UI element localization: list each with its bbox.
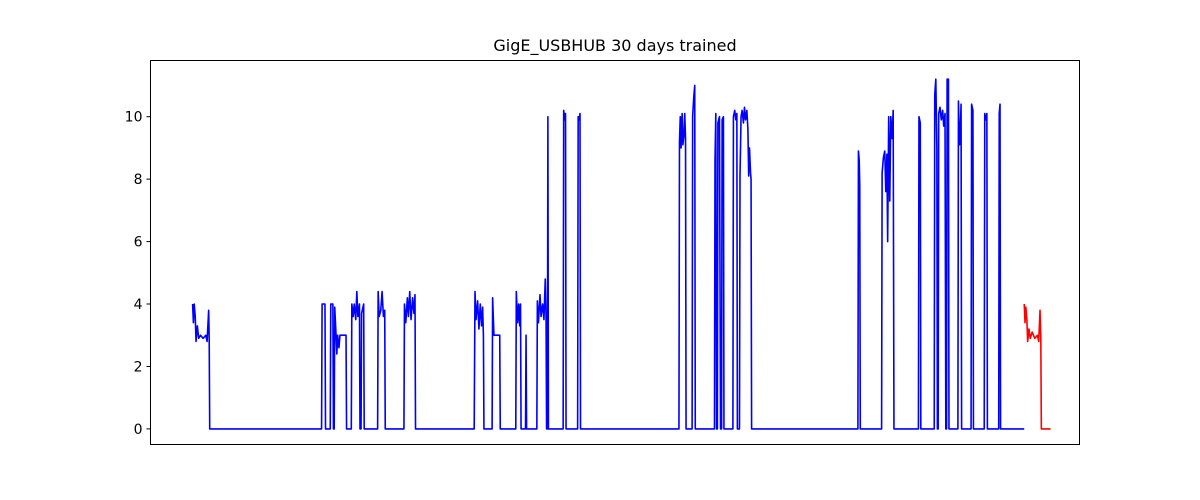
chart-title: GigE_USBHUB 30 days trained xyxy=(493,36,736,56)
y-tick-label: 2 xyxy=(134,359,143,375)
y-axis: 0 2 4 6 8 10 xyxy=(125,110,151,438)
series-layer xyxy=(191,78,1051,430)
series-line-1 xyxy=(191,78,1025,430)
series-line-2 xyxy=(1023,303,1051,430)
plot-frame xyxy=(150,60,1080,445)
y-tick-label: 4 xyxy=(134,297,143,313)
y-tick-label: 10 xyxy=(125,110,143,126)
y-tick-label: 6 xyxy=(134,235,143,251)
y-tick-label: 0 xyxy=(134,422,143,438)
y-tick-label: 8 xyxy=(134,172,143,188)
